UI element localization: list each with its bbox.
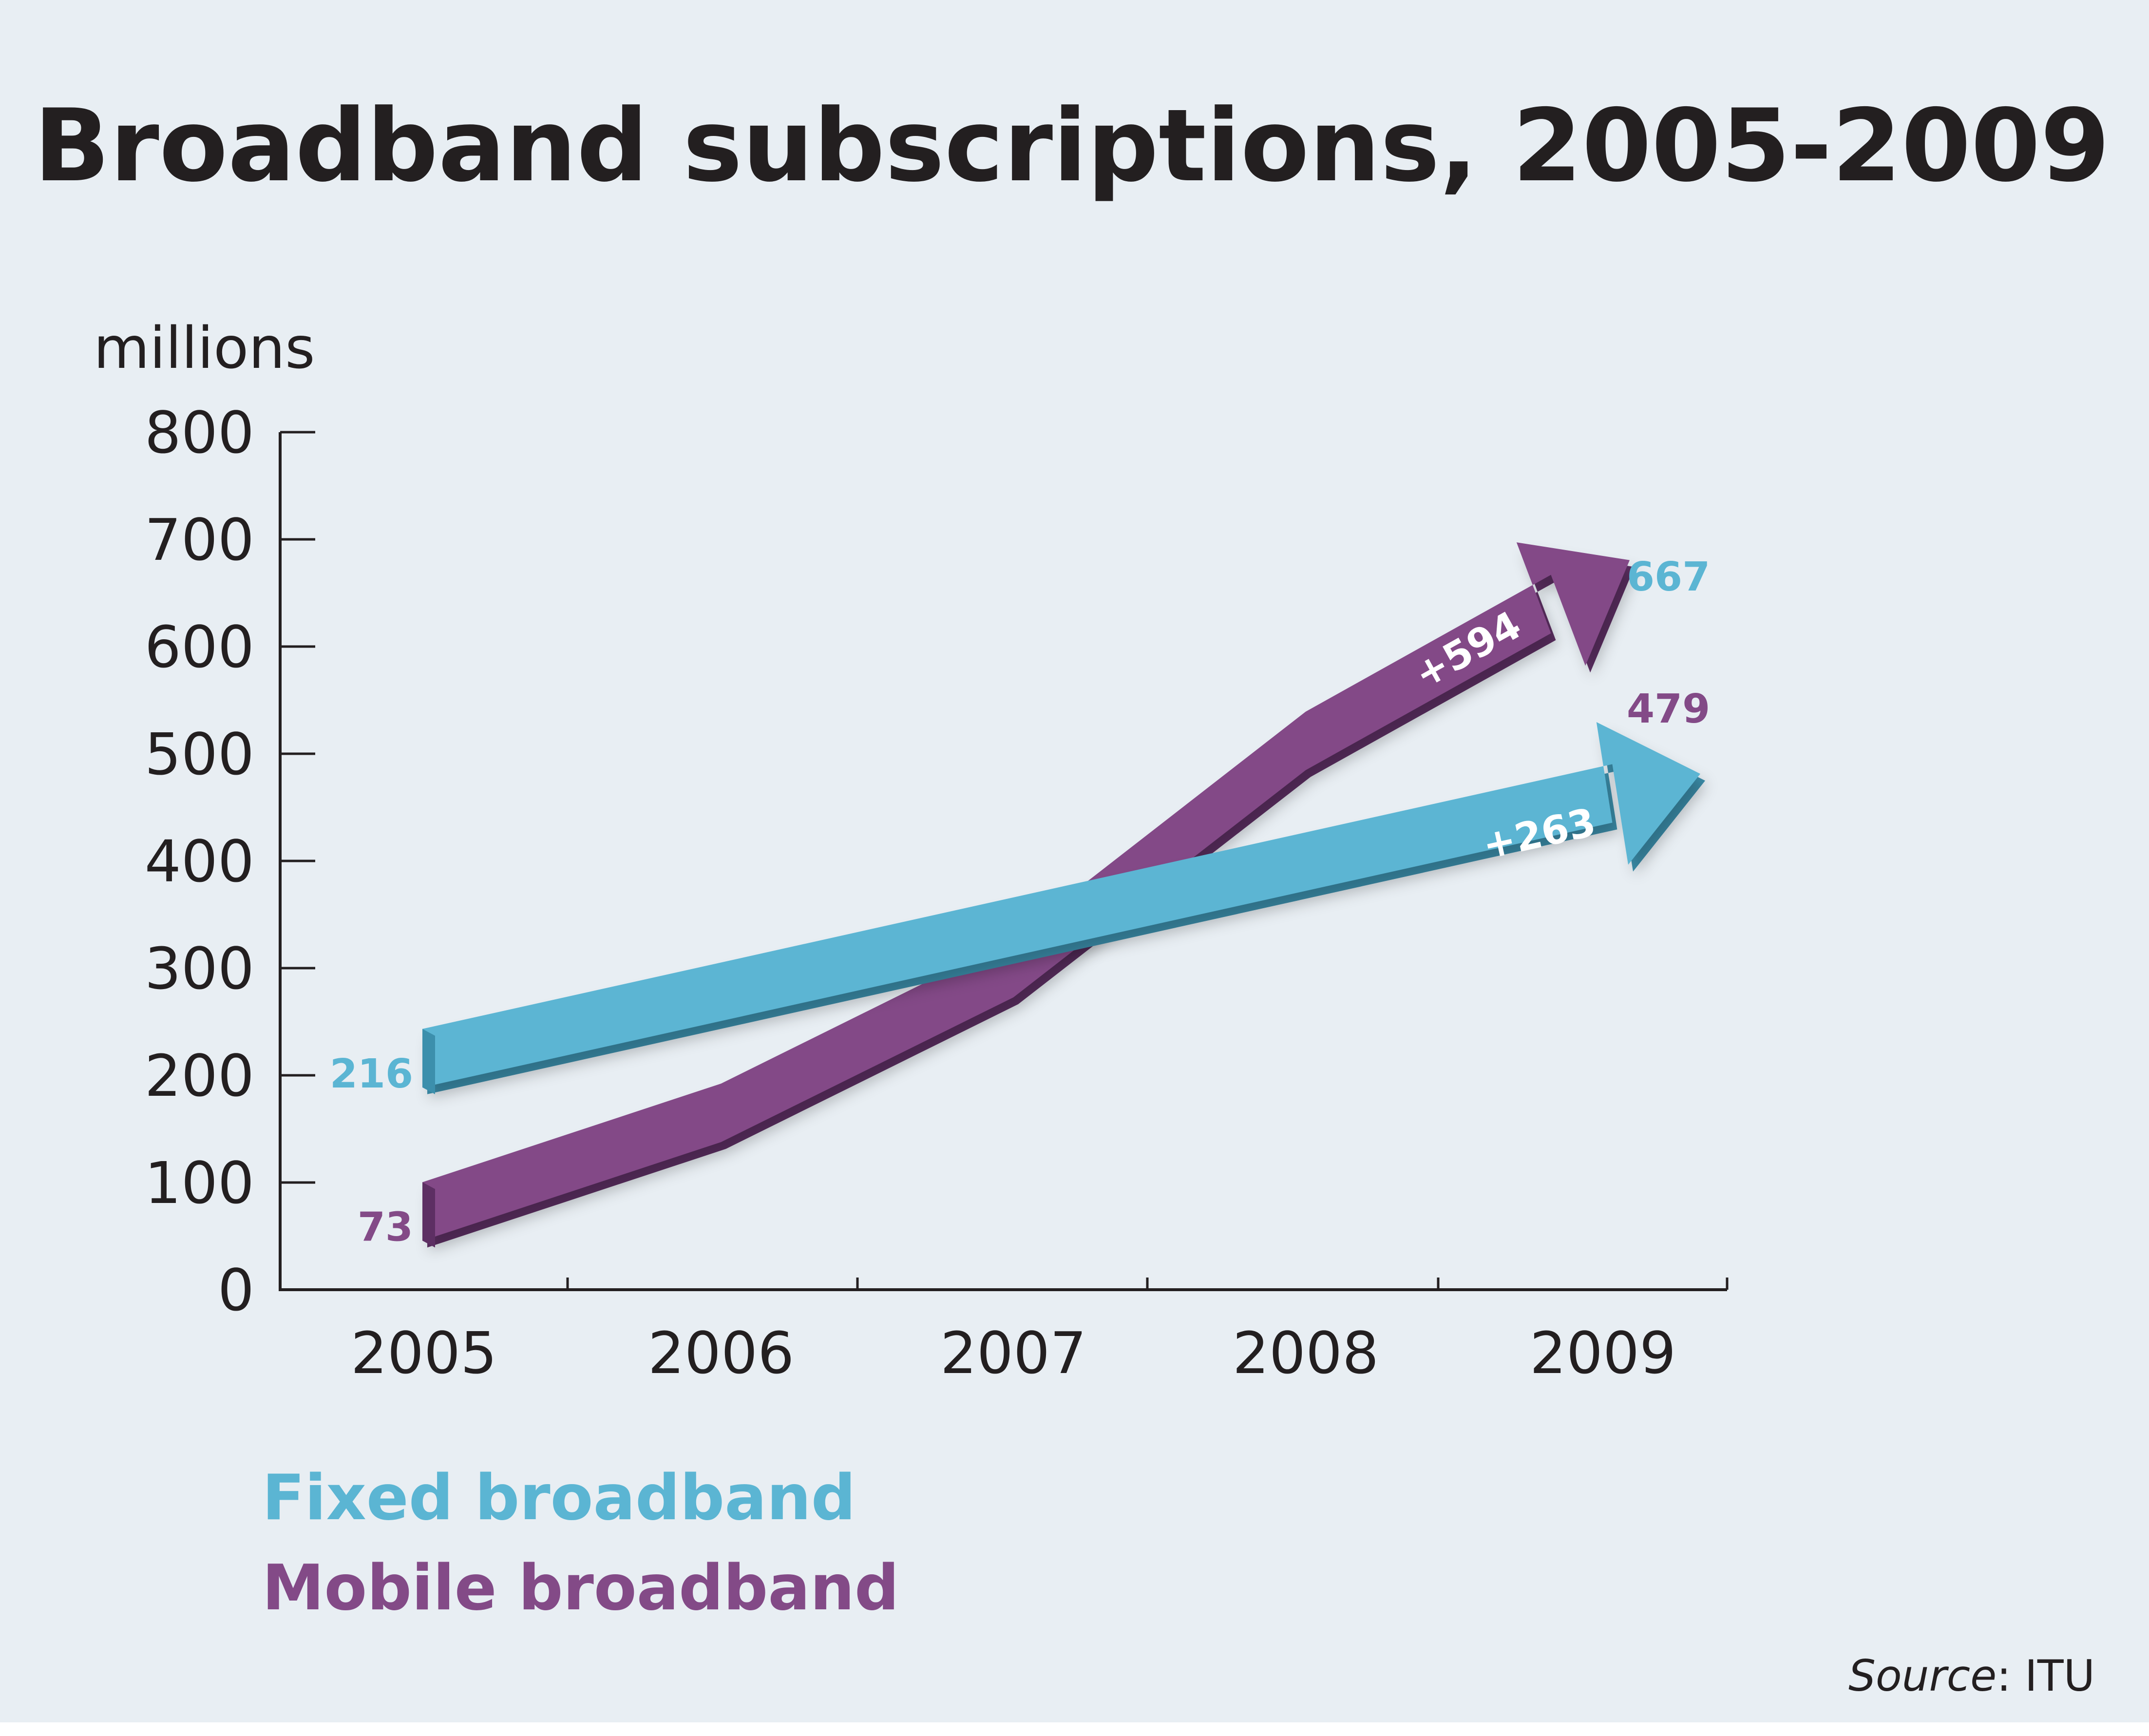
x-tick-label: 2008: [1233, 1319, 1379, 1387]
mobile-broadband-arrow: [422, 542, 1635, 1248]
x-tick-label: 2009: [1530, 1319, 1676, 1387]
x-tick-label: 2005: [351, 1319, 497, 1387]
fixed-end-label: 479: [1627, 686, 1710, 732]
y-tick-label: 400: [145, 828, 254, 895]
source-label: Source: [1848, 1651, 1997, 1701]
fixed-broadband-arrow: [422, 722, 1705, 1094]
arrow-tail-face: [422, 1182, 435, 1248]
legend-mobile-broadband: Mobile broadband: [262, 1552, 899, 1624]
source-note: Source: ITU: [1848, 1651, 2095, 1701]
legend-fixed-broadband: Fixed broadband: [262, 1462, 856, 1534]
y-tick-label: 800: [145, 399, 254, 466]
arrow-tail-face: [422, 1029, 435, 1094]
arrow-body: [422, 542, 1630, 1241]
y-tick-label: 500: [145, 721, 254, 788]
y-tick-label: 200: [145, 1042, 254, 1109]
y-tick-label: 600: [145, 613, 254, 681]
y-tick-label: 700: [145, 506, 254, 573]
y-axis-label: millions: [94, 314, 315, 382]
x-tick-label: 2007: [940, 1319, 1086, 1387]
arrow-body: [422, 722, 1700, 1087]
fixed-start-label: 216: [330, 1051, 413, 1097]
axes: 0 100 200 300 400 500 600 700 800 2005 2006 2007 200…: [145, 399, 1729, 1387]
y-tick-label: 100: [145, 1149, 254, 1217]
x-tick-label: 2006: [648, 1319, 794, 1387]
source-value: : ITU: [1997, 1651, 2095, 1701]
y-tick-label: 300: [145, 935, 254, 1002]
mobile-end-label: 667: [1627, 554, 1710, 600]
y-tick-label: 0: [218, 1257, 254, 1324]
chart-title: Broadband subscriptions, 2005-2009: [34, 88, 2110, 204]
mobile-start-label: 73: [358, 1204, 413, 1250]
